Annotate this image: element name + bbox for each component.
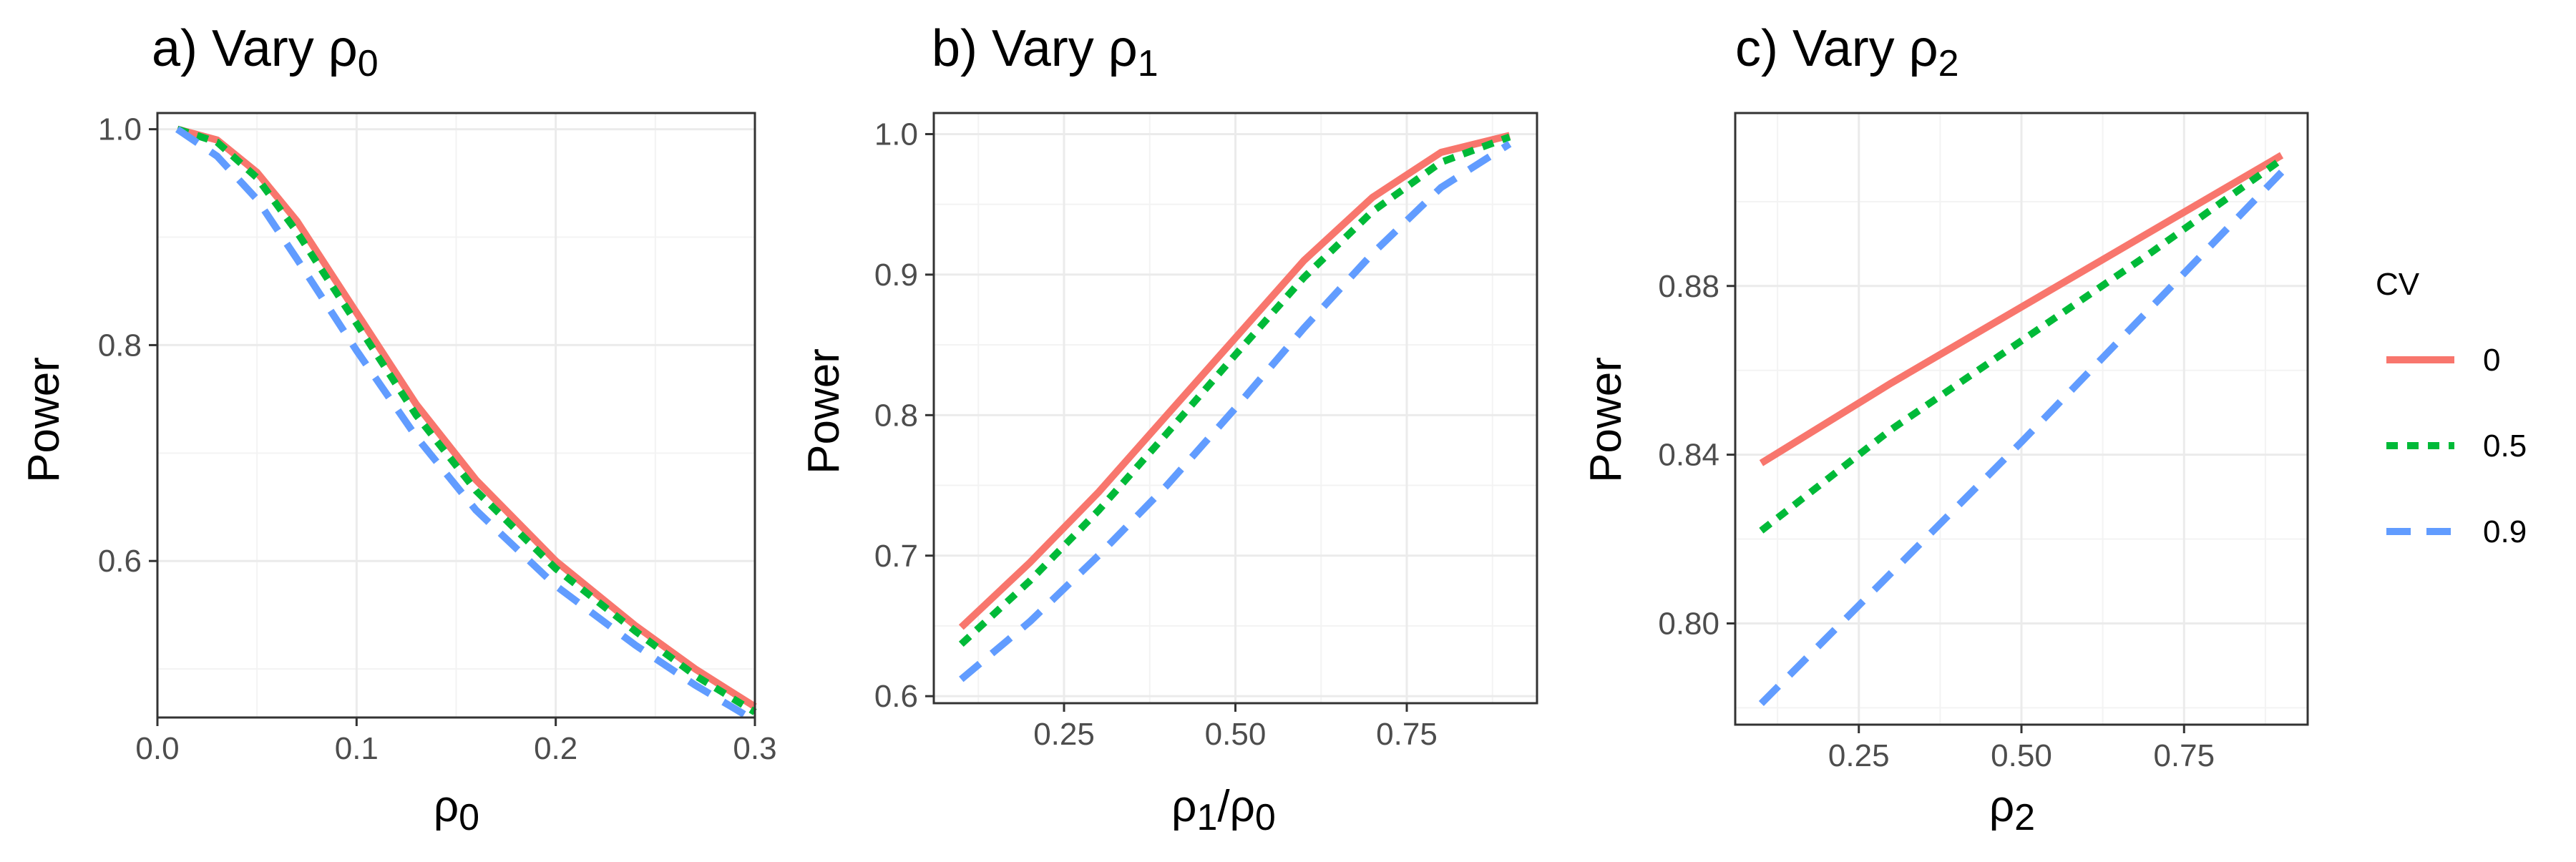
panel-c-ytick-label: 0.88 xyxy=(1658,269,1719,304)
panel-a: 0.0 0.1 0.2 0.3 0.6 0.8 1.0 xyxy=(98,112,777,766)
panel-b-series-cv-09 xyxy=(959,140,1512,682)
panel-b-series-cv-0 xyxy=(958,132,1511,630)
panel-c-ytick-label: 0.80 xyxy=(1658,606,1719,641)
panel-b-ytick-label: 1.0 xyxy=(874,117,918,152)
panel-b-ytick-label: 0.6 xyxy=(874,679,918,714)
panel-a-xtick-label: 0.0 xyxy=(135,731,179,766)
panel-c-series-cv-09 xyxy=(1758,170,2285,707)
panel-a-xtick-label: 0.3 xyxy=(733,731,776,766)
panel-a-title: a) Vary ρ0 xyxy=(152,20,379,84)
panel-c-xtick-label: 0.25 xyxy=(1828,738,1890,773)
panel-b: 0.25 0.50 0.75 0.6 0.7 0.8 0.9 1.0 xyxy=(874,112,1538,752)
panel-b-xlabel: ρ1/ρ0 xyxy=(1171,782,1276,838)
panel-c-xtick-label: 0.75 xyxy=(2153,738,2215,773)
panel-c-series-cv-0 xyxy=(1759,152,2284,466)
panel-c-xlabel: ρ2 xyxy=(1989,782,2035,838)
panel-a-series-cv-05 xyxy=(176,125,757,715)
panel-b-xtick-label: 0.25 xyxy=(1033,717,1095,752)
panel-c-title: c) Vary ρ2 xyxy=(1735,20,1959,84)
panel-a-series-cv-0 xyxy=(176,125,757,710)
legend-title: CV xyxy=(2376,267,2420,302)
panel-a-ytick-label: 1.0 xyxy=(98,112,142,147)
panel-a-ytick-label: 0.8 xyxy=(98,328,142,363)
legend-label-cv-05: 0.5 xyxy=(2483,428,2527,464)
panel-b-title: b) Vary ρ1 xyxy=(932,20,1158,84)
panel-c-ylabel: Power xyxy=(1581,357,1631,483)
panel-b-series-cv-05 xyxy=(958,133,1511,647)
panel-b-ytick-label: 0.9 xyxy=(874,258,918,293)
panel-a-xtick-label: 0.2 xyxy=(534,731,577,766)
panel-c-xtick-label: 0.50 xyxy=(1991,738,2052,773)
panel-b-xtick-label: 0.50 xyxy=(1205,717,1267,752)
panel-a-series-cv-09 xyxy=(175,126,757,724)
legend-label-cv-09: 0.9 xyxy=(2483,514,2527,549)
panel-b-ylabel: Power xyxy=(799,348,849,474)
panel-c-series-cv-05 xyxy=(1759,156,2284,534)
panel-b-ytick-label: 0.7 xyxy=(874,539,918,574)
panel-c-ytick-label: 0.84 xyxy=(1658,438,1719,473)
panel-a-xlabel: ρ0 xyxy=(434,782,479,838)
panel-b-xtick-label: 0.75 xyxy=(1376,717,1438,752)
panel-a-ylabel: Power xyxy=(19,357,69,483)
panel-c: 0.25 0.50 0.75 0.80 0.84 0.88 xyxy=(1658,112,2309,773)
panel-b-ytick-label: 0.8 xyxy=(874,398,918,433)
legend: CV 0 0.5 0.9 xyxy=(2376,267,2527,549)
panel-a-ytick-label: 0.6 xyxy=(98,544,142,579)
panel-a-xtick-label: 0.1 xyxy=(335,731,379,766)
legend-label-cv-0: 0 xyxy=(2483,343,2500,378)
panel-a-frame xyxy=(156,112,756,719)
